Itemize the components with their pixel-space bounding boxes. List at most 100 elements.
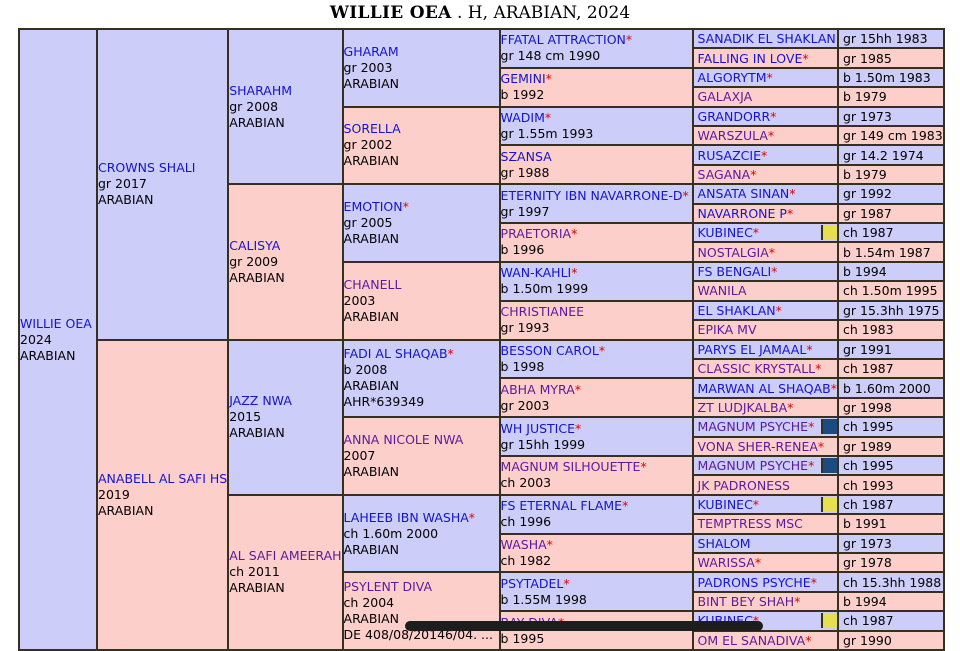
- detail-text: gr 1973: [836, 105, 945, 128]
- horse-name-line: LAHEEB IBN WASHA*: [343, 509, 498, 526]
- horse-link[interactable]: CROWNS SHALI: [98, 160, 196, 176]
- pedigree-cell-gen6: SHALOM: [691, 532, 839, 554]
- horse-link[interactable]: CHANELL: [343, 276, 402, 292]
- pedigree-cell-gen4: FADI AL SHAQAB* b 2008 ARABIAN AHR*639349: [341, 338, 501, 419]
- horse-link[interactable]: MAGNUM PSYCHE*: [697, 458, 815, 474]
- horse-link[interactable]: JAZZ NWA: [229, 393, 292, 409]
- horse-link[interactable]: CHRISTIANEE: [500, 304, 585, 320]
- pedigree-cell-gen6: SANADIK EL SHAKLAN: [691, 27, 839, 50]
- pedigree-cell-gen4: ANNA NICOLE NWA 2007 ARABIAN: [341, 416, 501, 496]
- horse-link[interactable]: WAN-KAHLI*: [500, 265, 578, 281]
- horse-link[interactable]: ANNA NICOLE NWA: [343, 431, 464, 447]
- horse-link[interactable]: PADRONS PSYCHE*: [697, 574, 817, 590]
- horse-link[interactable]: SHALOM: [697, 535, 751, 551]
- detail-text: gr 1985: [836, 47, 945, 69]
- horse-link[interactable]: AL SAFI AMEERAH: [229, 548, 342, 564]
- horse-name-line: SZANSA: [500, 148, 691, 165]
- horse-link[interactable]: PSYLENT DIVA: [343, 579, 433, 595]
- horse-link[interactable]: PARYS EL JAMAAL*: [697, 341, 813, 357]
- horse-link[interactable]: WARISSA*: [697, 555, 762, 571]
- horse-link[interactable]: SHARAHM: [229, 82, 293, 98]
- detail-text: ARABIAN: [229, 425, 285, 441]
- pedigree-cell-gen6: EL SHAKLAN*: [691, 299, 839, 322]
- horse-link[interactable]: PSYTADEL*: [500, 575, 570, 591]
- detail-text: gr 2003: [343, 59, 393, 75]
- horse-link[interactable]: ANABELL AL SAFI HS: [98, 470, 228, 486]
- horse-name-line: WH JUSTICE*: [500, 420, 691, 437]
- horse-link[interactable]: MARWAN AL SHAQAB*: [697, 380, 837, 396]
- horse-link[interactable]: ALGORYTM*: [697, 70, 773, 86]
- horse-link[interactable]: GRANDORR*: [697, 108, 777, 124]
- scrollbar-thumb[interactable]: [405, 621, 763, 631]
- star-marker: *: [750, 167, 757, 183]
- detail-text: 2003: [343, 292, 376, 308]
- horse-link[interactable]: KUBINEC*: [697, 496, 760, 512]
- star-marker: *: [786, 205, 794, 221]
- horse-link[interactable]: FS BENGALI*: [697, 264, 778, 280]
- horse-link[interactable]: EMOTION*: [343, 199, 409, 215]
- star-marker: *: [754, 555, 762, 571]
- horse-link[interactable]: KUBINEC*: [697, 225, 760, 241]
- detail-text: b 1.50m 1983: [836, 66, 945, 89]
- detail-text: ch 2011: [229, 564, 280, 580]
- horse-link[interactable]: TEMPTRESS MSC: [697, 516, 803, 532]
- pedigree-cell-gen4: LAHEEB IBN WASHA* ch 1.60m 2000 ARABIAN: [341, 493, 501, 574]
- star-marker: *: [808, 419, 815, 435]
- horse-link[interactable]: WADIM*: [500, 110, 552, 126]
- horse-link[interactable]: EPIKA MV: [697, 322, 757, 338]
- horse-link[interactable]: PRAETORIA*: [500, 226, 578, 242]
- horse-link[interactable]: WILLIE OEA: [20, 315, 92, 331]
- horse-link[interactable]: ETERNITY IBN NAVARRONE-D*: [500, 187, 689, 203]
- detail-text: 2019: [98, 486, 130, 502]
- horse-link[interactable]: BINT BEY SHAH*: [697, 593, 801, 609]
- horse-link[interactable]: SANADIK EL SHAKLAN: [697, 31, 836, 47]
- horse-link[interactable]: WARSZULA*: [697, 128, 775, 144]
- horse-link[interactable]: EL SHAKLAN*: [697, 302, 782, 318]
- star-marker: *: [468, 509, 476, 525]
- pedigree-cell-gen5: BESSON CAROL* b 1998: [498, 338, 694, 380]
- horse-link[interactable]: WH JUSTICE*: [500, 420, 582, 436]
- horse-name-line: PSYTADEL*: [500, 575, 691, 592]
- horse-link[interactable]: BESSON CAROL*: [500, 342, 606, 358]
- horse-link[interactable]: NOSTALGIA*: [697, 244, 776, 260]
- horse-link[interactable]: WASHA*: [500, 536, 553, 552]
- horse-link[interactable]: RUSAZCIE*: [697, 147, 768, 163]
- horse-link[interactable]: FALLING IN LOVE*: [697, 50, 809, 66]
- detail-text: 2024: [20, 331, 52, 347]
- horse-link[interactable]: ABHA MYRA*: [500, 381, 581, 397]
- horse-link[interactable]: FFATAL ATTRACTION*: [500, 32, 633, 48]
- horse-link[interactable]: GALAXJA: [697, 89, 753, 105]
- detail-text: gr 1998: [836, 396, 945, 419]
- horse-link[interactable]: SORELLA: [343, 121, 401, 137]
- horse-link[interactable]: SAGANA*: [697, 167, 757, 183]
- horse-link[interactable]: ZT LUDJKALBA*: [697, 399, 794, 415]
- detail-text: b 1979: [836, 163, 945, 186]
- horse-link[interactable]: GEMINI*: [500, 71, 552, 87]
- horse-link[interactable]: GHARAM: [343, 43, 399, 59]
- horse-link[interactable]: NAVARRONE P*: [697, 205, 794, 221]
- pedigree-cell-gen2: ANABELL AL SAFI HS 2019 ARABIAN: [95, 338, 230, 651]
- pedigree-cell-gen6: MARWAN AL SHAQAB*: [691, 377, 839, 399]
- page-title: WILLIE OEA . H, ARABIAN, 2024: [0, 0, 960, 26]
- horse-link[interactable]: OM EL SANADIVA*: [697, 632, 812, 648]
- horse-link[interactable]: CLASSIC KRYSTALL*: [697, 361, 822, 377]
- star-marker: *: [598, 342, 606, 358]
- detail-text: 2007: [343, 447, 376, 463]
- horse-link[interactable]: SZANSA: [500, 148, 552, 164]
- horse-link[interactable]: FADI AL SHAQAB*: [343, 346, 454, 362]
- star-marker: *: [789, 186, 796, 202]
- horse-link[interactable]: ANSATA SINAN*: [697, 186, 796, 202]
- horse-link[interactable]: WANILA: [697, 283, 747, 299]
- horse-name-line: WADIM*: [500, 110, 691, 126]
- detail-text: gr 148 cm 1990: [500, 48, 601, 64]
- horse-link[interactable]: MAGNUM SILHOUETTE*: [500, 459, 647, 475]
- horse-link[interactable]: MAGNUM PSYCHE*: [697, 419, 815, 435]
- horse-link[interactable]: JK PADRONESS: [697, 477, 790, 493]
- star-marker: *: [810, 574, 817, 590]
- horse-link[interactable]: FS ETERNAL FLAME*: [500, 498, 629, 514]
- horse-link[interactable]: VONA SHER-RENEA*: [697, 438, 825, 454]
- horse-link[interactable]: CALISYA: [229, 237, 281, 253]
- horse-link[interactable]: LAHEEB IBN WASHA*: [343, 509, 476, 525]
- star-marker: *: [770, 108, 777, 124]
- horse-name-line: SHARAHM: [229, 82, 340, 99]
